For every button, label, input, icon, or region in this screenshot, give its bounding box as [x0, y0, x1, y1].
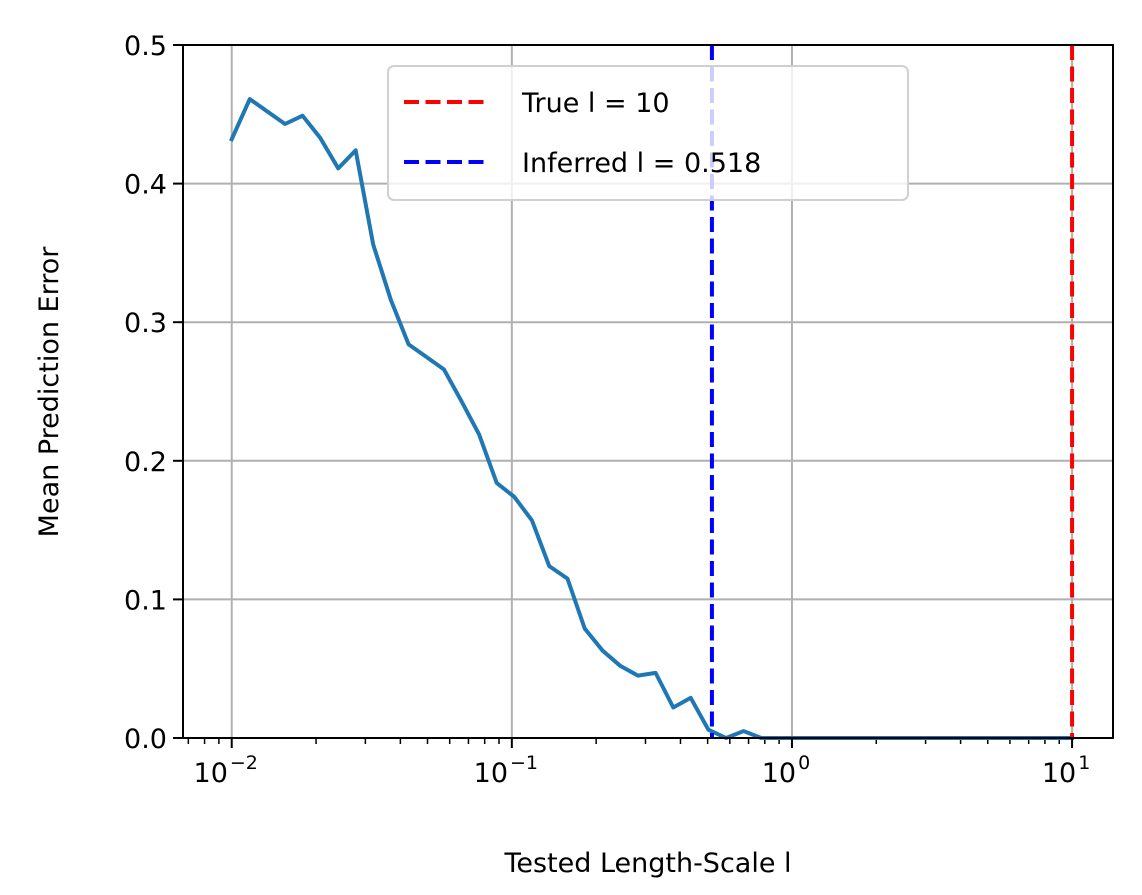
x-tick-exponent: −1 [510, 752, 538, 774]
legend-label: True l = 10 [521, 88, 670, 119]
x-tick-base: 10 [1042, 758, 1076, 789]
x-tick-label: 10 −2 [194, 752, 258, 789]
x-tick-label: 10 1 [1042, 752, 1090, 789]
y-axis-label: Mean Prediction Error [34, 246, 65, 538]
x-minor-ticks [187, 738, 1060, 744]
axes-frame [182, 44, 1114, 739]
x-tick-base: 10 [474, 758, 508, 789]
y-tick-label: 0.1 [124, 585, 167, 616]
x-tick-exponent: −2 [230, 752, 258, 774]
legend-label: Inferred l = 0.518 [522, 148, 761, 179]
y-tick-label: 0.4 [124, 170, 167, 201]
legend: True l = 10 Inferred l = 0.518 [387, 65, 909, 201]
x-tick-base: 10 [762, 758, 796, 789]
x-tick-label: 10 −1 [474, 752, 538, 789]
legend-box [387, 65, 909, 201]
x-tick-base: 10 [194, 758, 228, 789]
x-tick-exponent: 1 [1078, 752, 1090, 774]
y-axis-ticks: 0.0 0.1 0.2 0.3 0.4 0.5 [124, 31, 183, 755]
x-axis-label: Tested Length-Scale l [503, 848, 791, 879]
x-axis-ticks: 10 −2 10 −1 10 0 10 1 [194, 738, 1090, 789]
x-tick-label: 10 0 [762, 752, 810, 789]
y-tick-label: 0.2 [124, 447, 167, 478]
y-tick-label: 0.5 [124, 31, 167, 62]
x-tick-exponent: 0 [798, 752, 810, 774]
y-tick-label: 0.0 [124, 724, 167, 755]
y-tick-label: 0.3 [124, 308, 167, 339]
